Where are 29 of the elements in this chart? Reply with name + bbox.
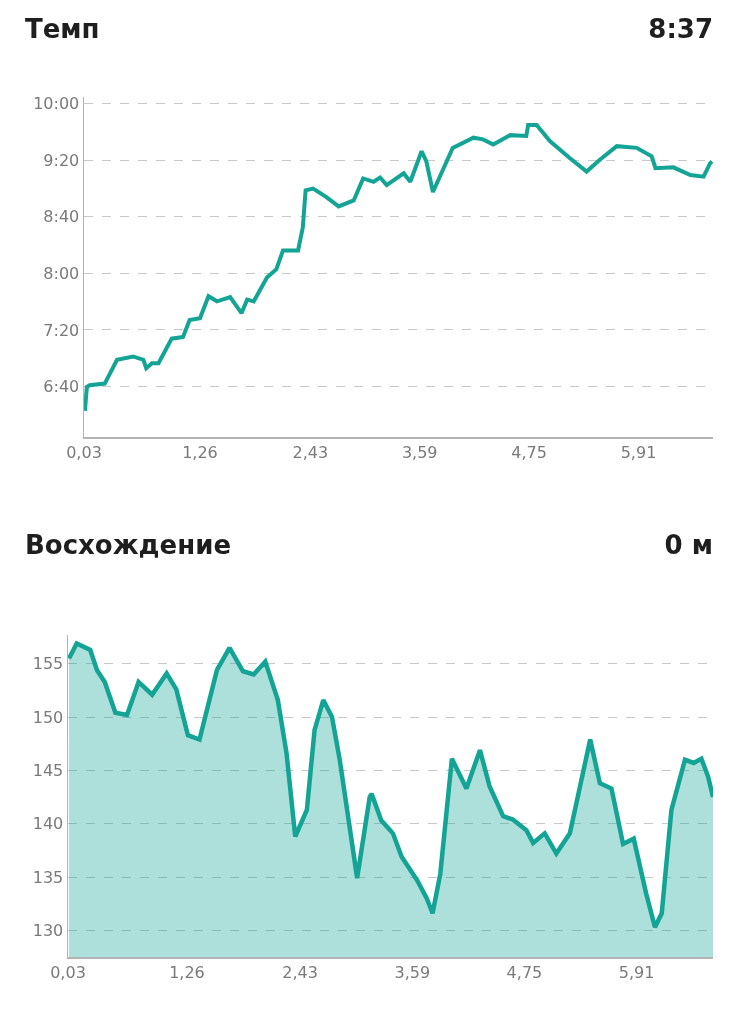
chart-subtitle: 0 м: [664, 530, 713, 560]
x-tick-label: 5,91: [618, 962, 655, 982]
x-tick-label: 1,26: [182, 442, 218, 462]
y-tick-label: 155: [32, 654, 64, 674]
x-tick-label: 1,26: [169, 962, 205, 982]
x-tick-label: 4,75: [511, 442, 547, 462]
x-tick-label: 3,59: [401, 442, 438, 462]
y-tick-label: 130: [32, 920, 64, 940]
chart-title: Темп: [25, 14, 100, 44]
y-tick-label: 135: [32, 867, 64, 887]
y-tick-label: 140: [32, 814, 64, 834]
x-tick-label: 4,75: [506, 962, 543, 982]
chart-subtitle: 8:37: [648, 14, 713, 44]
y-tick-label: 9:20: [43, 150, 80, 170]
y-tick-label: 8:40: [43, 207, 80, 227]
x-tick-label: 0,03: [66, 442, 102, 462]
x-tick-label: 5,91: [620, 442, 657, 462]
line-series: [84, 122, 713, 413]
y-tick-label: 145: [32, 761, 64, 781]
y-tick-label: 6:40: [43, 376, 80, 396]
x-tick-label: 2,43: [292, 442, 329, 462]
x-tick-label: 3,59: [394, 962, 431, 982]
y-tick-label: 10:00: [33, 94, 80, 114]
chart-title: Восхождение: [25, 530, 232, 560]
x-tick-label: 2,43: [282, 962, 318, 982]
y-tick-label: 150: [32, 707, 64, 727]
y-tick-label: 8:00: [43, 263, 80, 283]
y-tick-label: 7:20: [43, 320, 80, 340]
x-tick-label: 0,03: [50, 962, 86, 982]
